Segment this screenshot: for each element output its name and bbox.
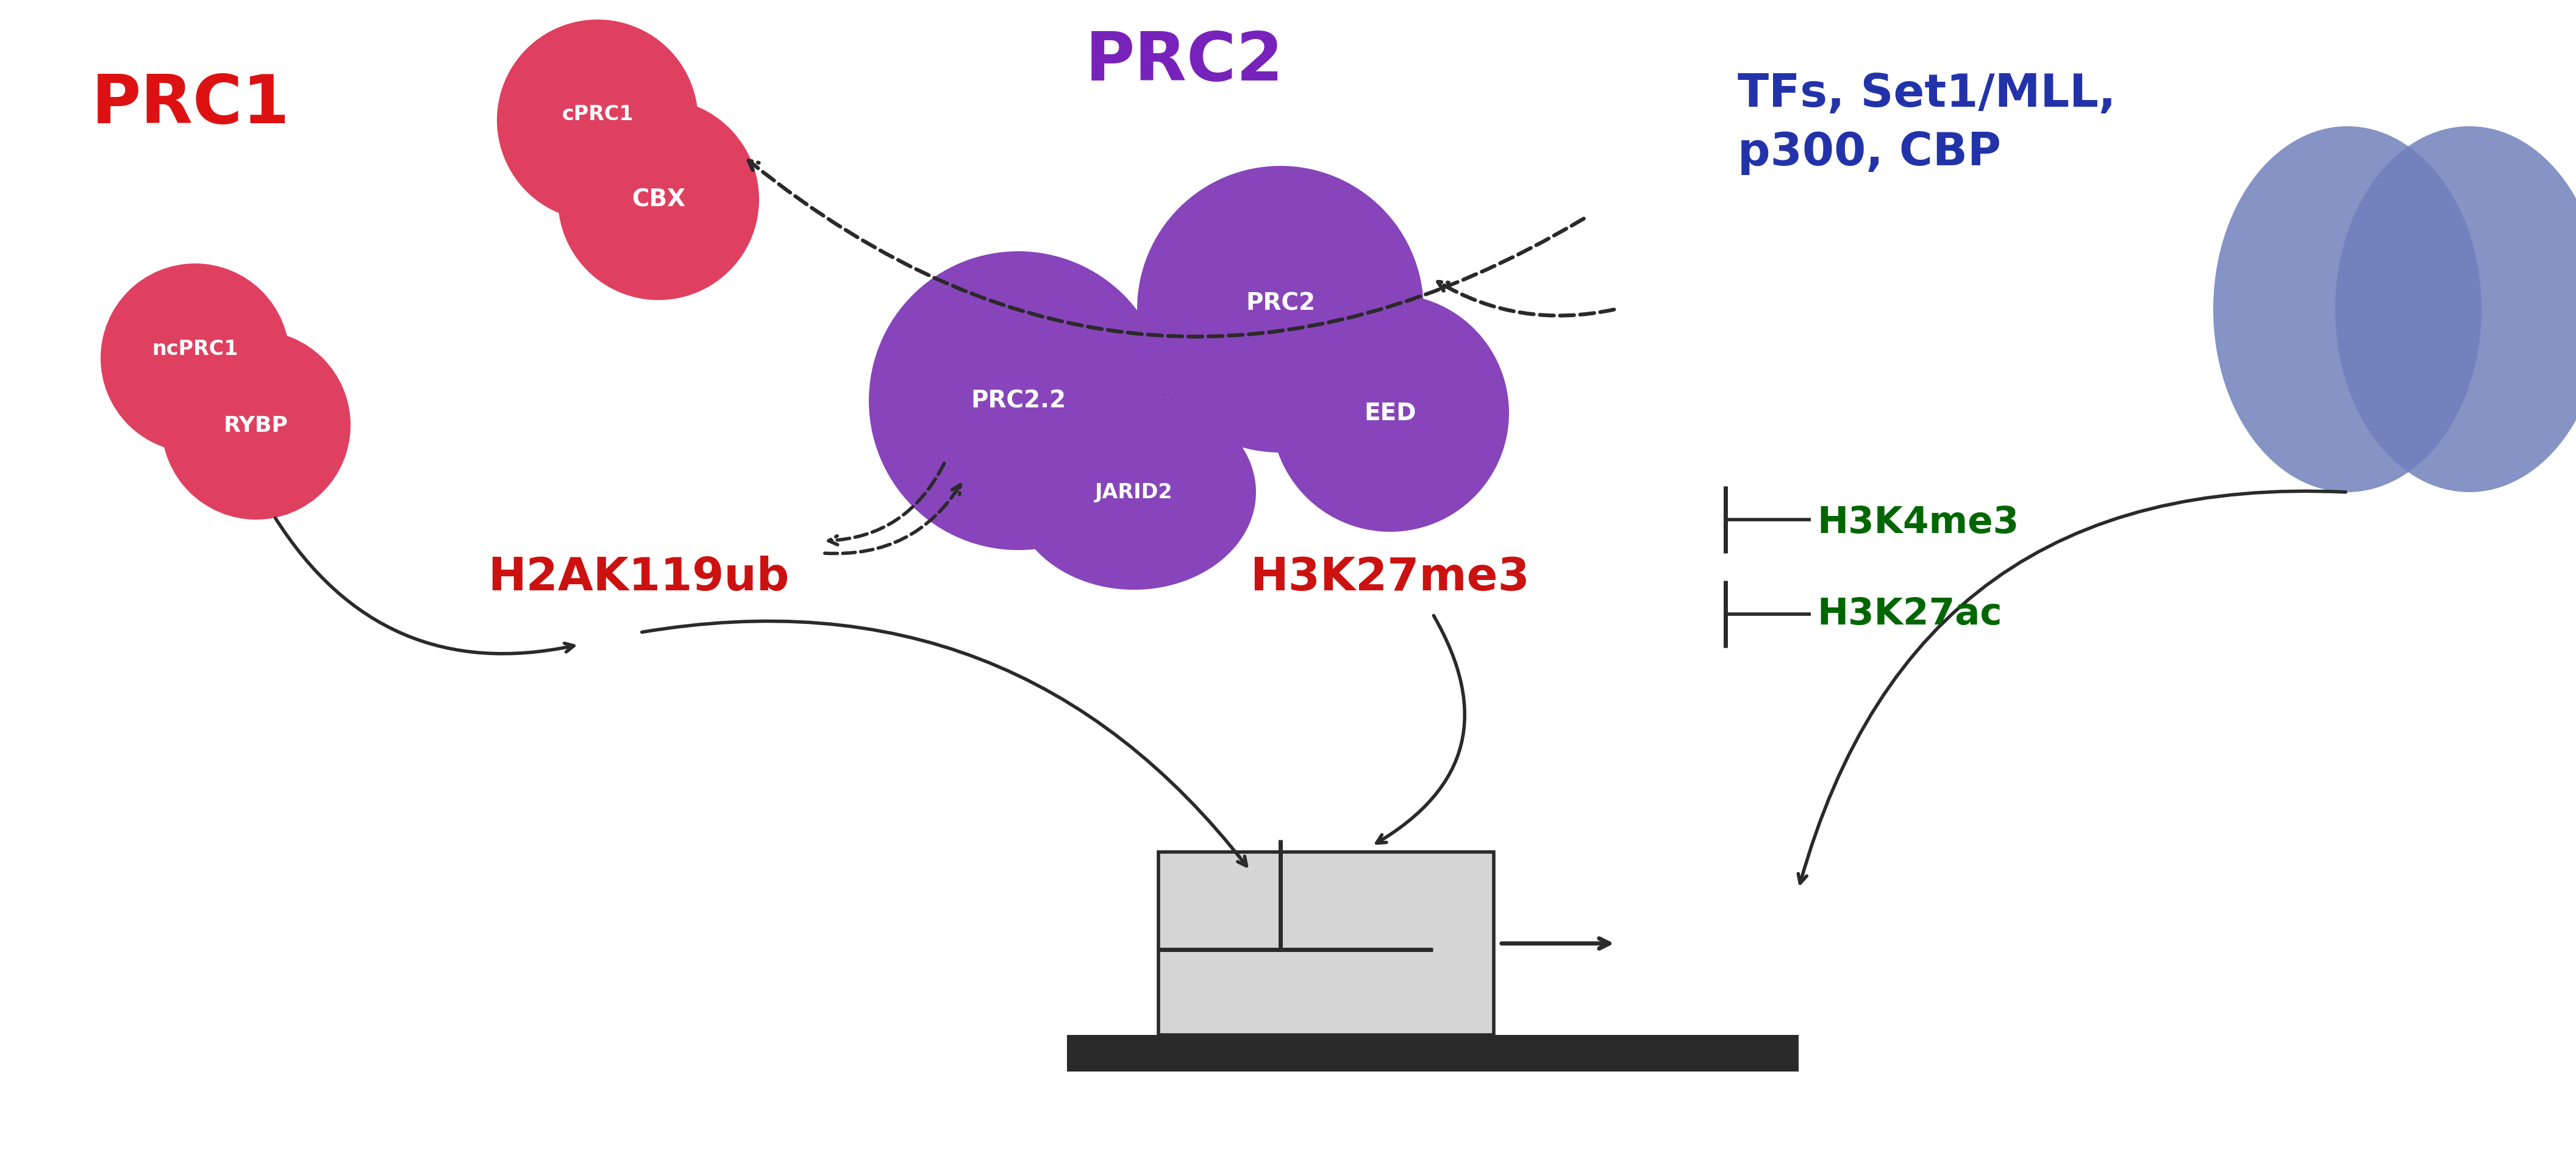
Ellipse shape — [1270, 294, 1510, 533]
Text: H3K4me3: H3K4me3 — [1816, 505, 2020, 541]
Text: PRC2: PRC2 — [1084, 29, 1283, 94]
FancyArrowPatch shape — [829, 464, 945, 545]
Text: JARID2: JARID2 — [1095, 483, 1172, 502]
Ellipse shape — [100, 264, 289, 452]
Ellipse shape — [868, 251, 1167, 550]
Text: ncPRC1: ncPRC1 — [152, 340, 237, 359]
Ellipse shape — [162, 331, 350, 520]
FancyArrowPatch shape — [824, 485, 961, 554]
Ellipse shape — [2336, 127, 2576, 492]
Ellipse shape — [1012, 395, 1257, 590]
FancyArrowPatch shape — [1376, 616, 1466, 843]
Ellipse shape — [497, 20, 698, 221]
FancyBboxPatch shape — [1159, 852, 1494, 1035]
FancyArrowPatch shape — [276, 519, 574, 654]
Bar — [1066, 1035, 1798, 1071]
FancyArrowPatch shape — [750, 160, 1584, 337]
FancyArrowPatch shape — [1502, 939, 1610, 949]
Text: EED: EED — [1365, 401, 1417, 424]
Text: PRC1: PRC1 — [93, 72, 291, 137]
FancyArrowPatch shape — [1437, 283, 1615, 316]
Text: H3K27me3: H3K27me3 — [1249, 556, 1530, 600]
FancyArrowPatch shape — [641, 621, 1247, 866]
Text: PRC2: PRC2 — [1247, 292, 1316, 315]
Text: cPRC1: cPRC1 — [562, 105, 634, 124]
Ellipse shape — [2213, 127, 2481, 492]
Ellipse shape — [1136, 166, 1425, 452]
Text: RYBP: RYBP — [224, 415, 289, 436]
Text: TFs, Set1/MLL,
p300, CBP: TFs, Set1/MLL, p300, CBP — [1739, 72, 2115, 174]
Text: CBX: CBX — [631, 188, 685, 212]
Ellipse shape — [559, 99, 760, 300]
FancyArrowPatch shape — [1798, 492, 2347, 884]
Text: PRC2.2: PRC2.2 — [971, 390, 1066, 413]
Text: H3K27ac: H3K27ac — [1816, 597, 2002, 633]
Text: H2AK119ub: H2AK119ub — [487, 556, 788, 600]
